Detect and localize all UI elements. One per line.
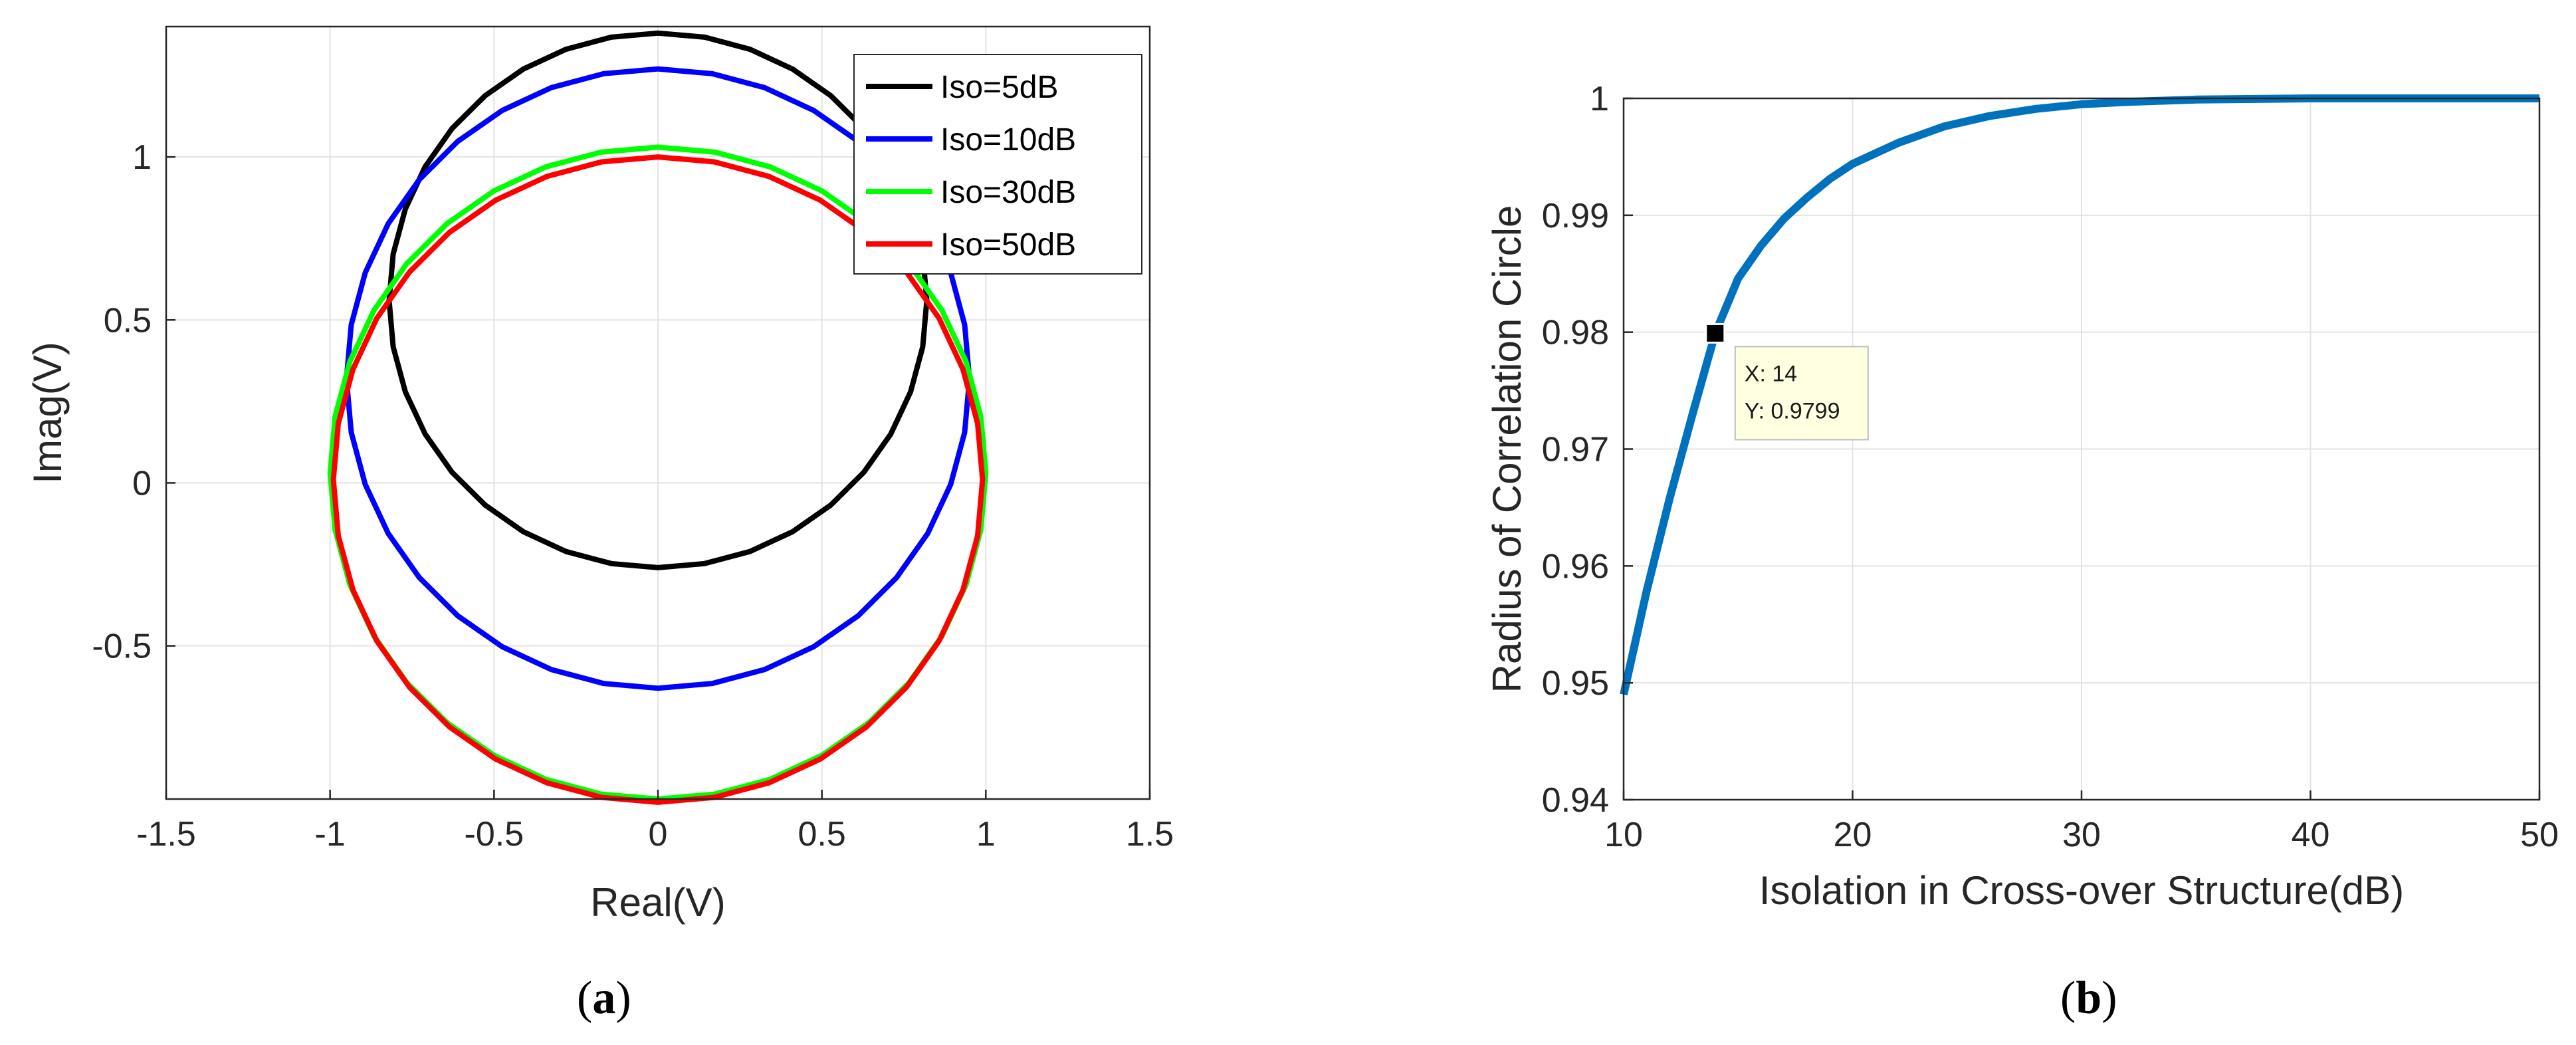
chart-a: -1.5 -1 -0.5 0 0.5 1 1.5 -0.5 0 0.5 1 Real(V) Imag… xyxy=(25,25,1174,925)
chart-a-legend-box xyxy=(853,54,1142,275)
chart-b-ytick-label: 1 xyxy=(1590,80,1609,118)
chart-a-xtick-label: 0 xyxy=(649,815,668,854)
chart-a-xtick-label: -1.5 xyxy=(136,815,196,854)
chart-a-x-axis-label: Real(V) xyxy=(590,880,725,925)
chart-b-ytick-label: 0.98 xyxy=(1542,314,1609,352)
chart-b-ytick-label: 0.94 xyxy=(1542,781,1609,820)
chart-a-legend-label-4: Iso=50dB xyxy=(940,227,1076,263)
chart-b-xtick-label: 30 xyxy=(2062,816,2101,854)
panel-label-b-letter: b xyxy=(2076,973,2102,1024)
chart-a-ytick-label: 0 xyxy=(132,464,152,503)
chart-a-xtick-label: 1.5 xyxy=(1126,815,1174,854)
chart-a-xtick-label: 0.5 xyxy=(798,815,846,854)
chart-b-ytick-label: 0.96 xyxy=(1542,547,1609,586)
chart-b-ytick-label: 0.99 xyxy=(1542,197,1609,235)
chart-a-legend-label-3: Iso=30dB xyxy=(940,175,1076,210)
chart-b-datatip-marker xyxy=(1705,322,1726,344)
chart-b-ytick-label: 0.95 xyxy=(1542,664,1609,703)
chart-b-datatip-box xyxy=(1734,346,1869,441)
chart-a-series-4-line xyxy=(330,154,986,805)
chart-a-ytick-label: 1 xyxy=(132,138,152,177)
chart-a-ytick-label: 0.5 xyxy=(104,301,152,340)
chart-a-legend-label-2: Iso=10dB xyxy=(940,122,1076,158)
panel-label-a: (a) xyxy=(577,973,631,1024)
panel-label-b: (b) xyxy=(2060,973,2117,1024)
chart-b-series xyxy=(1620,94,2539,696)
chart-a-legend: Iso=5dB Iso=10dB Iso=30dB Iso=50dB xyxy=(853,54,1142,275)
chart-a-ticks: -1.5 -1 -0.5 0 0.5 1 1.5 -0.5 0 0.5 1 xyxy=(92,138,1174,854)
chart-b-xtick-label: 40 xyxy=(2292,816,2330,854)
chart-b-y-axis-label: Radius of Correlation Circle xyxy=(1485,205,1529,693)
chart-a-xtick-label: 1 xyxy=(976,815,996,854)
chart-a-legend-label-1: Iso=5dB xyxy=(940,70,1058,105)
chart-a-xtick-label: -0.5 xyxy=(465,815,524,854)
chart-b-xtick-label: 10 xyxy=(1604,816,1643,854)
chart-b-xtick-label: 20 xyxy=(1834,816,1872,854)
chart-a-ytick-label: -0.5 xyxy=(92,628,152,666)
chart-b-ticks: 10 20 30 40 50 0.94 0.95 0.96 0.97 0.98 0.99 1 xyxy=(1542,80,2559,854)
chart-b-series-line xyxy=(1620,94,2539,696)
panel-label-a-letter: a xyxy=(592,973,616,1024)
chart-b-datatip-y: Y: 0.9799 xyxy=(1745,398,1840,423)
chart-b-x-axis-label: Isolation in Cross-over Structure(dB) xyxy=(1759,868,2404,913)
chart-b-datatip[interactable]: X: 14 Y: 0.9799 xyxy=(1705,322,1869,441)
chart-b-ytick-label: 0.97 xyxy=(1542,431,1609,469)
chart-a-y-axis-label: Imag(V) xyxy=(25,342,70,483)
chart-b-xtick-label: 50 xyxy=(2520,816,2559,854)
chart-a-xtick-label: -1 xyxy=(315,815,346,854)
chart-b: 10 20 30 40 50 0.94 0.95 0.96 0.97 0.98 0.99 1 Isol… xyxy=(1485,80,2559,913)
chart-b-datatip-x: X: 14 xyxy=(1745,361,1797,386)
